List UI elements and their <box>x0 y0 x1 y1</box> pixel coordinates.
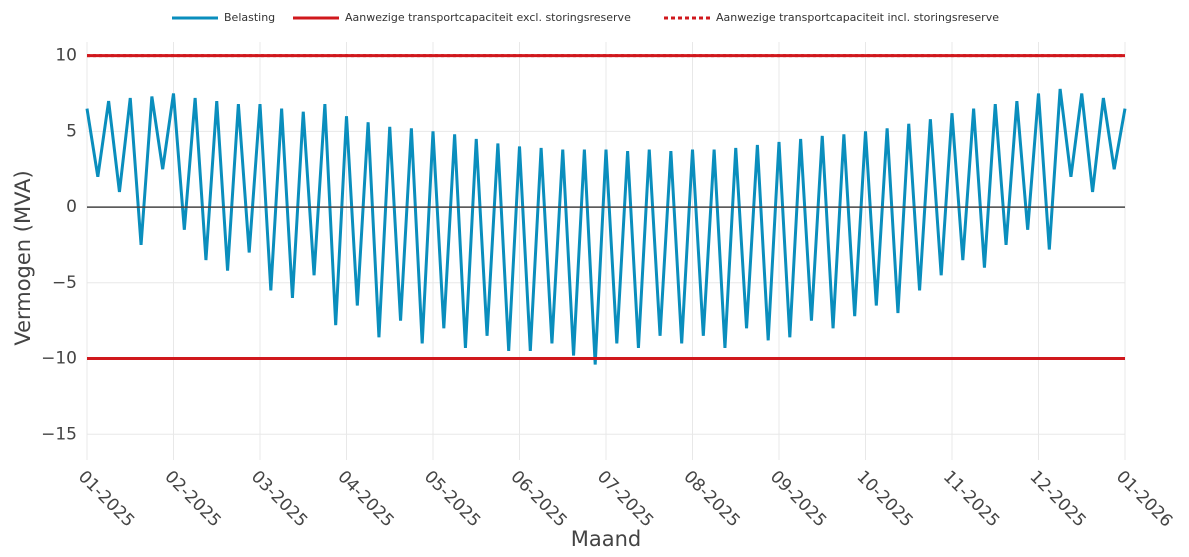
x-tick-label: 12-2025 <box>1025 467 1089 531</box>
y-tick-label: 0 <box>66 197 77 217</box>
x-tick-label: 02-2025 <box>160 467 224 531</box>
x-tick-label: 01-2026 <box>1112 467 1176 531</box>
x-tick-label: 09-2025 <box>766 467 830 531</box>
legend-label: Belasting <box>224 11 275 24</box>
y-axis-title: Vermogen (MVA) <box>11 170 35 345</box>
y-tick-label: −5 <box>52 273 77 293</box>
x-tick-label: 04-2025 <box>333 467 397 531</box>
x-tick-label: 10-2025 <box>852 467 916 531</box>
legend-label: Aanwezige transportcapaciteit excl. stor… <box>345 11 631 24</box>
x-tick-label: 03-2025 <box>247 467 311 531</box>
x-tick-label: 07-2025 <box>593 467 657 531</box>
x-tick-label: 01-2025 <box>74 467 138 531</box>
legend-label: Aanwezige transportcapaciteit incl. stor… <box>716 11 999 24</box>
x-tick-label: 11-2025 <box>939 467 1003 531</box>
x-tick-label: 08-2025 <box>679 467 743 531</box>
legend: Belasting Aanwezige transportcapaciteit e… <box>172 11 999 24</box>
x-tick-label: 05-2025 <box>420 467 484 531</box>
x-axis-title: Maand <box>571 527 642 551</box>
load-line <box>85 88 1127 365</box>
y-tick-label: −15 <box>41 424 77 444</box>
y-tick-label: −10 <box>41 349 77 369</box>
y-tick-label: 5 <box>66 121 77 141</box>
y-tick-label: 10 <box>55 46 77 66</box>
x-tick-label: 06-2025 <box>506 467 570 531</box>
